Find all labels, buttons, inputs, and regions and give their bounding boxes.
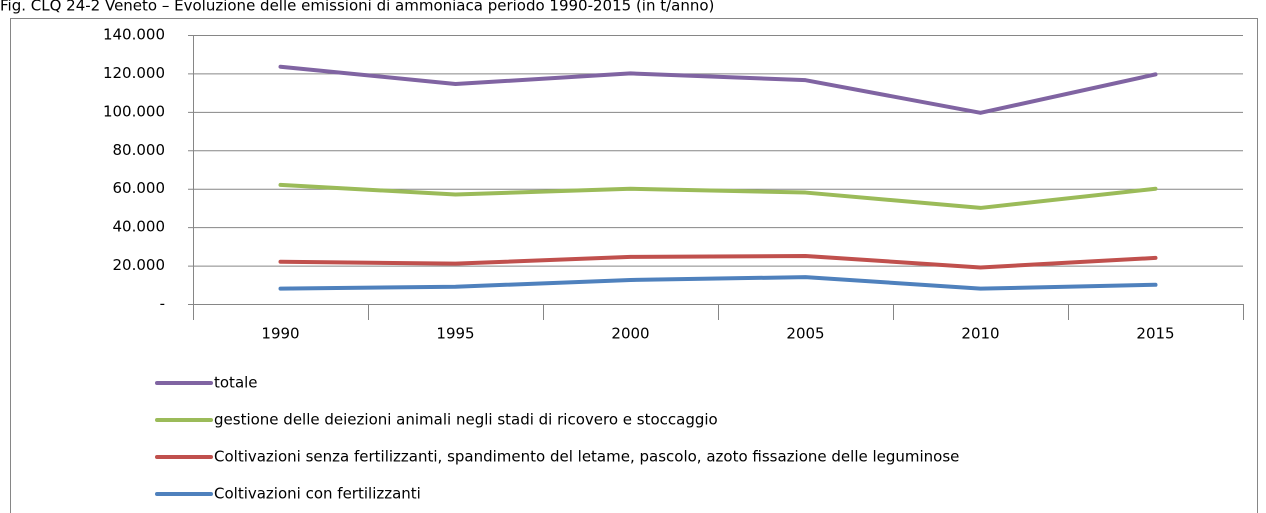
y-tick-label: 20.000 [113,256,166,274]
x-tick-label: 1995 [436,325,474,343]
series-line [278,275,1158,291]
legend-label: Coltivazioni senza fertilizzanti, spandi… [214,448,959,466]
x-tick-label: 1990 [261,325,299,343]
x-tick-label: 2010 [961,325,999,343]
y-tick-label: 100.000 [103,102,165,120]
series-line [278,64,1158,115]
y-tick-label: 40.000 [113,218,166,236]
series-line [278,253,1158,270]
y-tick-label: - [160,295,165,313]
y-tick-label: 140.000 [103,26,165,44]
series-line [278,182,1158,210]
chart-title: Fig. CLQ 24-2 Veneto – Evoluzione delle … [0,0,714,15]
legend-label: totale [214,374,258,392]
legend-label: gestione delle deiezioni animali negli s… [214,411,718,429]
chart-frame [10,18,1258,513]
y-tick-label: 120.000 [103,64,165,82]
y-tick-label: 60.000 [113,179,166,197]
x-tick-label: 2005 [786,325,824,343]
x-tick-label: 2000 [611,325,649,343]
y-tick-label: 80.000 [113,141,166,159]
x-tick-label: 2015 [1136,325,1174,343]
legend-label: Coltivazioni con fertilizzanti [214,485,421,503]
